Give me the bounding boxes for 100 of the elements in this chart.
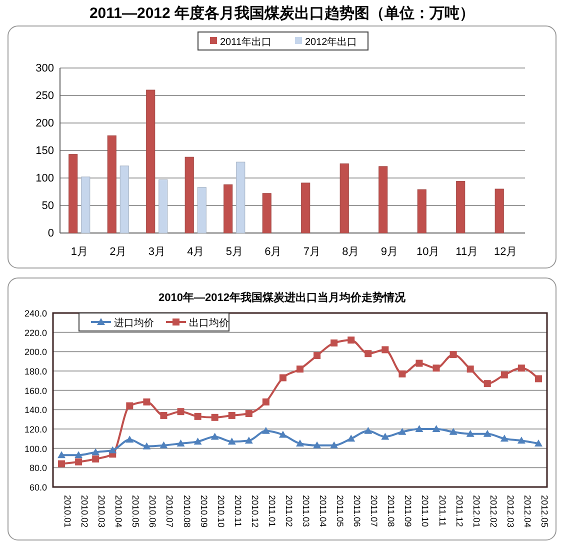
point: [126, 436, 134, 443]
y-tick-label: 180.0: [24, 366, 47, 376]
x-tick-label: 2011.07: [369, 495, 380, 527]
x-tick-label: 2011.01: [266, 495, 277, 527]
point: [143, 398, 150, 406]
chart-title: 2010年—2012年我国煤炭进出口当月均价走势情况: [158, 291, 406, 304]
point: [142, 442, 151, 450]
point: [194, 438, 202, 445]
point: [194, 412, 202, 420]
y-tick-label: 0: [48, 228, 54, 240]
point: [58, 460, 66, 468]
point: [245, 410, 252, 418]
point: [432, 364, 440, 372]
x-tick-label: 2011.02: [284, 495, 294, 527]
x-tick-label: 2010.07: [164, 495, 175, 528]
y-tick-label: 300: [36, 62, 54, 74]
point: [518, 364, 525, 372]
point: [415, 425, 424, 432]
y-tick-label: 50: [42, 200, 54, 212]
bar: [262, 193, 272, 234]
y-tick-label: 240.0: [24, 308, 47, 318]
legend-label: 出口均价: [189, 317, 229, 329]
x-tick-label: 4月: [187, 246, 204, 258]
point: [228, 412, 236, 419]
x-tick-label: 2月: [110, 246, 127, 258]
bar: [107, 135, 116, 234]
x-tick-label: 2012.01: [471, 495, 482, 528]
x-tick-label: 2010.08: [182, 495, 192, 528]
bar: [68, 154, 78, 234]
x-tick-label: 2011.10: [420, 495, 430, 527]
legend-label: 2011年出口: [220, 36, 272, 48]
legend-label: 进口均价: [114, 317, 154, 329]
point: [483, 430, 492, 437]
bar: [236, 162, 246, 234]
bar: [224, 184, 233, 234]
x-tick-label: 2011.09: [403, 495, 414, 527]
point: [381, 432, 390, 440]
point: [278, 430, 287, 438]
point: [347, 434, 356, 442]
point: [244, 436, 253, 444]
point: [449, 428, 458, 435]
bar: [158, 179, 168, 234]
point: [466, 430, 474, 437]
point: [92, 448, 100, 456]
x-tick-label: 10月: [416, 246, 440, 258]
x-tick-label: 2010.04: [114, 495, 124, 528]
x-tick-label: 12月: [494, 246, 518, 258]
point: [176, 440, 185, 446]
x-tick-label: 2010.03: [96, 495, 107, 528]
point: [398, 428, 406, 435]
point: [160, 441, 168, 448]
x-tick-label: 2010.05: [130, 495, 141, 528]
y-tick-label: 60.0: [29, 482, 47, 492]
point: [348, 336, 355, 344]
point: [330, 339, 338, 346]
bar: [494, 188, 504, 234]
x-tick-label: 5月: [226, 246, 243, 258]
chart-title: 2011—2012 年度各月我国煤炭出口趋势图（单位：万吨）: [89, 4, 475, 22]
x-tick-label: 2011.08: [386, 495, 396, 527]
point: [364, 426, 372, 434]
x-tick-label: 9月: [380, 246, 398, 258]
y-tick-label: 80.0: [29, 463, 47, 474]
point: [296, 440, 304, 446]
point: [534, 375, 542, 382]
x-tick-label: 6月: [264, 246, 282, 258]
x-tick-label: 2010.09: [198, 495, 209, 528]
x-tick-label: 2010.06: [148, 495, 158, 528]
x-tick-label: 2012.04: [522, 495, 532, 528]
bar: [456, 181, 466, 234]
point: [92, 455, 100, 462]
bar: [417, 189, 426, 234]
y-tick-label: 150: [36, 145, 54, 157]
point: [177, 408, 184, 416]
x-tick-label: 2012.03: [505, 495, 516, 528]
point: [432, 425, 440, 432]
bar: [120, 166, 129, 234]
bar: [184, 156, 194, 234]
point: [126, 402, 134, 410]
x-tick-label: 2011.06: [352, 495, 362, 527]
point: [364, 350, 372, 358]
x-tick-label: 2012.02: [488, 495, 498, 528]
x-tick-label: 2011.11: [437, 495, 448, 526]
y-tick-label: 120.0: [24, 424, 47, 434]
point: [534, 440, 542, 446]
x-tick-label: 2010.02: [80, 495, 90, 528]
point: [382, 346, 389, 354]
point: [416, 360, 423, 367]
bar: [81, 176, 90, 234]
y-tick-label: 200.0: [24, 347, 47, 358]
x-tick-label: 2011.03: [301, 495, 311, 527]
x-tick-label: 2010.10: [216, 495, 226, 528]
point: [517, 436, 526, 444]
point: [58, 451, 66, 458]
point: [74, 451, 83, 458]
bar: [378, 166, 388, 234]
bar: [301, 182, 310, 234]
bar: [197, 187, 206, 234]
point: [262, 398, 270, 406]
point: [75, 458, 82, 466]
y-tick-label: 100.0: [24, 444, 47, 454]
